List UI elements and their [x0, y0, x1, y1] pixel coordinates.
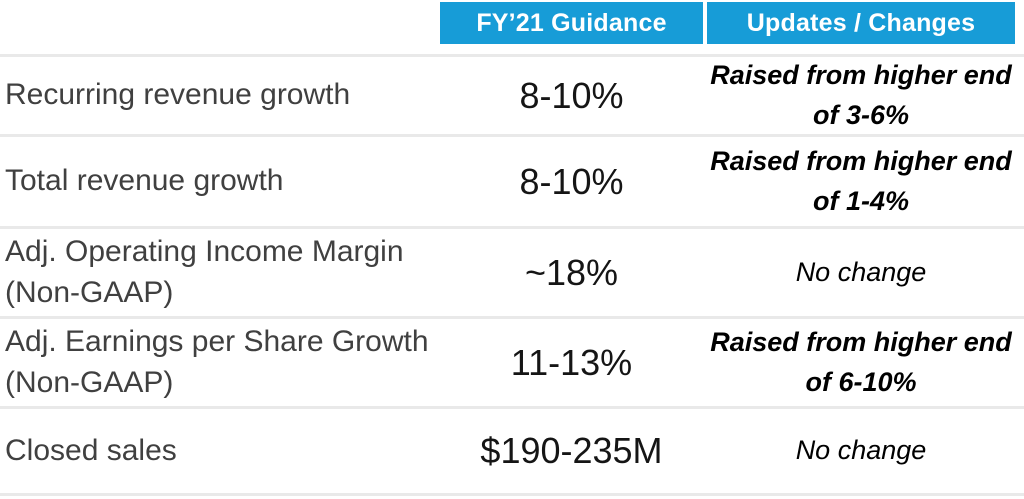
table-row: Adj. Earnings per Share Growth (Non-GAAP… [0, 316, 1024, 406]
table-row: Closed sales $190-235M No change [0, 406, 1024, 493]
column-header-updates: Updates / Changes [707, 2, 1015, 44]
table-row: Total revenue growth 8-10% Raised from h… [0, 134, 1024, 226]
bottom-divider [0, 493, 1024, 496]
header-row: FY’21 Guidance Updates / Changes [0, 2, 1024, 44]
update-cell: Raised from higher end of 3-6% [710, 60, 1012, 130]
guidance-cell: 11-13% [510, 341, 633, 383]
table-body: Recurring revenue growth 8-10% Raised fr… [0, 54, 1024, 496]
update-cell: No change [795, 435, 927, 466]
guidance-cell: 8-10% [519, 160, 624, 202]
column-header-guidance: FY’21 Guidance [440, 2, 703, 44]
metric-cell: Recurring revenue growth [5, 78, 351, 112]
update-cell: Raised from higher end of 1-4% [710, 146, 1012, 216]
metric-cell: Adj. Operating Income Margin (Non-GAAP) [5, 235, 404, 309]
guidance-cell: 8-10% [519, 74, 624, 116]
update-cell: Raised from higher end of 6-10% [710, 327, 1012, 397]
metric-cell: Total revenue growth [5, 164, 284, 198]
metric-cell: Closed sales [5, 433, 177, 467]
update-cell: No change [795, 256, 927, 287]
table-row: Recurring revenue growth 8-10% Raised fr… [0, 54, 1024, 134]
guidance-cell: ~18% [524, 251, 619, 293]
table-row: Adj. Operating Income Margin (Non-GAAP) … [0, 226, 1024, 316]
guidance-cell: $190-235M [480, 430, 663, 471]
metric-cell: Adj. Earnings per Share Growth (Non-GAAP… [5, 325, 429, 399]
